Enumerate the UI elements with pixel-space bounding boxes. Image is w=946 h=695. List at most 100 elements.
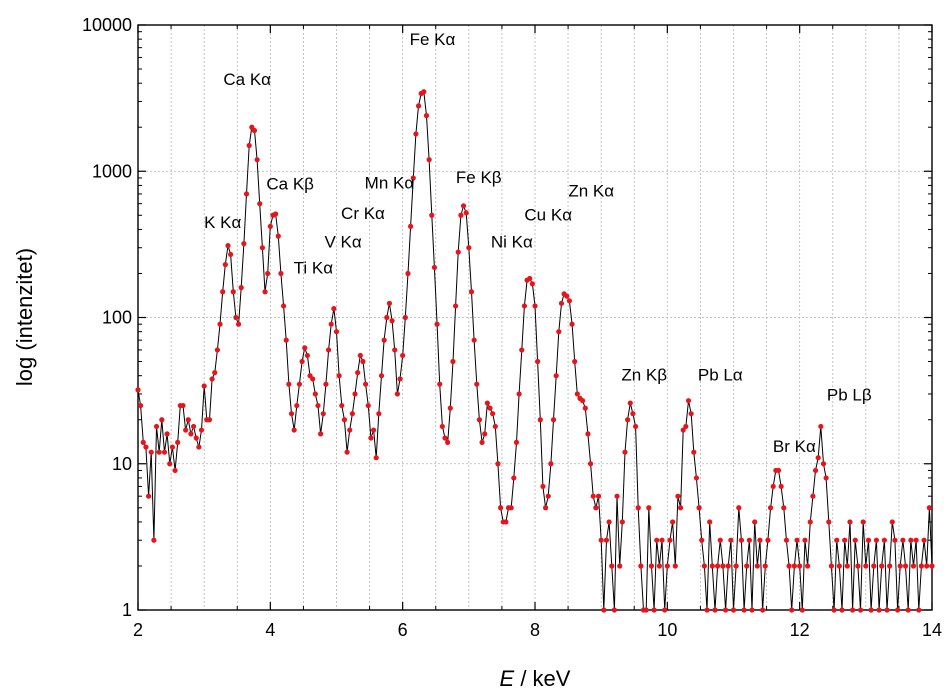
data-point: [770, 483, 776, 490]
data-point: [453, 303, 459, 309]
data-point: [662, 607, 668, 613]
data-point: [696, 505, 702, 511]
data-point: [839, 607, 845, 613]
data-point: [664, 563, 670, 569]
data-point: [228, 251, 234, 258]
data-point: [802, 537, 808, 543]
data-point: [685, 398, 692, 404]
data-point: [585, 431, 591, 437]
peak-label: Ti Kα: [294, 258, 334, 277]
data-point: [474, 381, 480, 387]
data-point: [243, 191, 250, 197]
data-point: [492, 423, 498, 430]
y-tick-label: 1000: [92, 161, 132, 181]
data-point: [622, 449, 628, 455]
data-point: [786, 563, 792, 569]
data-point: [775, 467, 782, 474]
peak-label: K Kα: [204, 213, 241, 232]
data-point: [812, 467, 819, 474]
data-point: [783, 537, 790, 543]
data-point: [397, 376, 403, 382]
data-point: [709, 563, 715, 569]
data-point: [762, 563, 768, 569]
data-point: [384, 314, 390, 321]
data-point: [558, 300, 565, 306]
data-point: [627, 400, 633, 406]
data-point: [926, 505, 932, 511]
data-point: [413, 131, 419, 137]
peak-label: Zn Kβ: [621, 366, 667, 385]
data-point: [355, 369, 361, 376]
data-point: [347, 427, 353, 433]
data-point: [831, 607, 837, 613]
data-point: [683, 423, 689, 430]
data-point: [574, 391, 580, 397]
peak-label: Cr Kα: [341, 204, 385, 223]
data-point: [254, 157, 260, 163]
data-point: [826, 519, 832, 525]
data-point: [635, 505, 641, 511]
data-point: [921, 537, 927, 543]
data-point: [836, 563, 842, 569]
data-point: [810, 493, 816, 499]
data-point: [728, 537, 734, 543]
data-point: [540, 483, 546, 490]
data-point: [693, 475, 700, 481]
data-point: [323, 381, 329, 387]
data-point: [548, 461, 554, 467]
data-point: [720, 563, 726, 569]
data-point: [339, 402, 345, 409]
data-point: [598, 537, 604, 543]
data-point: [704, 607, 710, 613]
data-point: [643, 607, 649, 613]
data-point: [265, 270, 271, 277]
data-point: [715, 563, 721, 569]
data-point: [910, 563, 917, 569]
data-point: [291, 427, 297, 433]
data-point: [881, 537, 887, 543]
data-point: [595, 493, 602, 499]
annotations: K Kα Ca Kα Ca Kβ Ti Kα V Kα Cr Kα Mn Kα Fe Kα Fe…: [204, 30, 872, 456]
data-point: [929, 563, 935, 569]
data-point: [741, 607, 747, 613]
data-point: [648, 563, 655, 569]
data-point: [582, 405, 588, 411]
data-point: [196, 444, 202, 450]
data-point: [458, 212, 464, 218]
data-point: [251, 127, 258, 134]
data-point: [646, 505, 652, 511]
data-point: [185, 417, 191, 423]
data-point: [913, 537, 919, 543]
data-point: [431, 264, 438, 271]
series-layer: [135, 89, 935, 613]
data-point: [908, 537, 914, 543]
data-point: [844, 563, 850, 569]
data-point: [852, 537, 858, 543]
data-point: [749, 607, 755, 613]
data-point: [294, 402, 300, 409]
data-point: [537, 417, 543, 423]
data-point: [638, 563, 644, 569]
data-point: [535, 358, 541, 365]
data-point: [752, 519, 758, 525]
data-point: [884, 607, 890, 613]
peak-label: Ni Kα: [491, 233, 533, 252]
data-point: [315, 402, 321, 409]
peak-label: Mn Kα: [365, 174, 415, 193]
data-point: [198, 427, 205, 433]
data-point: [434, 321, 440, 327]
data-point: [815, 455, 821, 461]
data-point: [482, 431, 488, 437]
data-point: [225, 243, 231, 249]
y-tick-label: 100: [102, 308, 132, 328]
data-point: [267, 223, 273, 229]
data-point: [220, 289, 226, 295]
data-point: [479, 439, 485, 445]
data-point: [855, 563, 861, 569]
data-point: [352, 391, 358, 397]
data-point: [820, 461, 827, 467]
data-point: [421, 89, 427, 95]
data-point: [609, 563, 615, 569]
data-point: [363, 381, 369, 387]
